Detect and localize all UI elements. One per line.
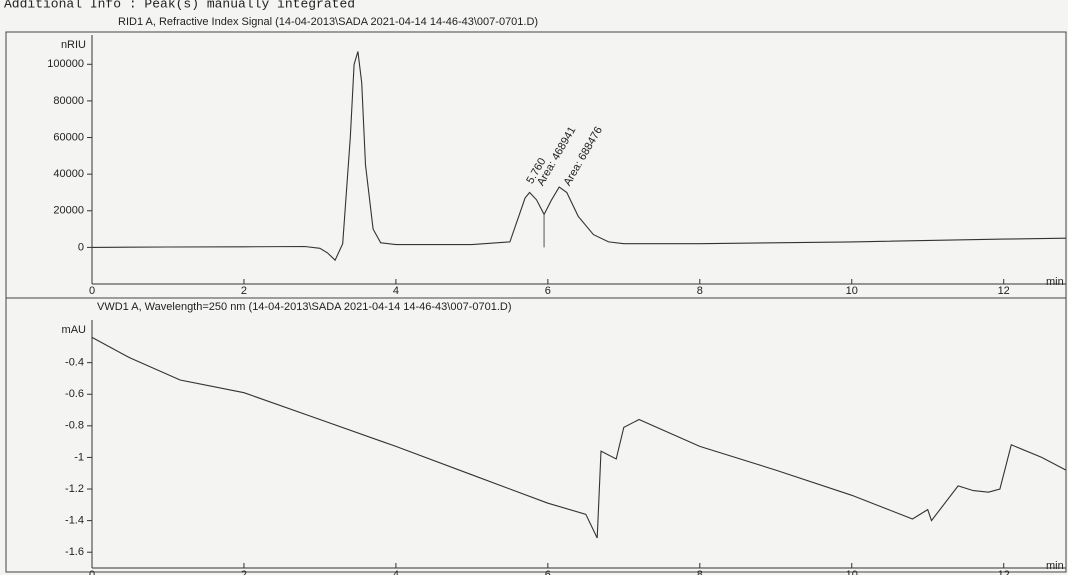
chart-title: VWD1 A, Wavelength=250 nm (14-04-2013\SA… <box>97 301 511 313</box>
y-tick-label: 100000 <box>47 58 84 70</box>
x-tick-label: 0 <box>89 569 95 575</box>
y-axis-label: nRIU <box>61 39 86 51</box>
chart-title: RID1 A, Refractive Index Signal (14-04-2… <box>118 16 538 28</box>
y-tick-label: 20000 <box>53 205 84 217</box>
y-tick-label: 40000 <box>53 168 84 180</box>
x-tick-label: 12 <box>998 569 1010 575</box>
y-tick-label: 0 <box>78 241 84 253</box>
frame <box>5 31 1067 573</box>
y-tick-label: 60000 <box>53 131 84 143</box>
header-note: Additional Info : Peak(s) manually integ… <box>4 0 355 11</box>
y-tick-label: 80000 <box>53 95 84 107</box>
x-tick-label: 2 <box>241 569 247 575</box>
y-tick-label: -0.6 <box>65 388 84 400</box>
x-tick-label: 8 <box>697 569 703 575</box>
y-tick-label: -1.2 <box>65 483 84 495</box>
x-axis-label: min <box>1046 276 1064 288</box>
y-tick-label: -0.4 <box>65 357 84 369</box>
signal-trace <box>91 336 1067 539</box>
x-tick-label: 10 <box>846 285 858 297</box>
x-tick-label: 12 <box>998 285 1010 297</box>
x-tick-label: 6 <box>545 285 551 297</box>
x-tick-label: 8 <box>697 285 703 297</box>
y-tick-label: -1.4 <box>65 515 84 527</box>
x-tick-label: 4 <box>393 569 399 575</box>
x-tick-label: 4 <box>393 285 399 297</box>
x-tick-label: 2 <box>241 285 247 297</box>
signal-trace <box>91 51 1067 262</box>
y-tick-label: -0.8 <box>65 420 84 432</box>
y-tick-label: -1 <box>74 451 84 463</box>
x-axis-label: min <box>1046 560 1064 572</box>
x-tick-label: 10 <box>846 569 858 575</box>
y-tick-label: -1.6 <box>65 546 84 558</box>
x-tick-label: 6 <box>545 569 551 575</box>
y-axis-label: mAU <box>62 324 87 336</box>
x-tick-label: 0 <box>89 285 95 297</box>
